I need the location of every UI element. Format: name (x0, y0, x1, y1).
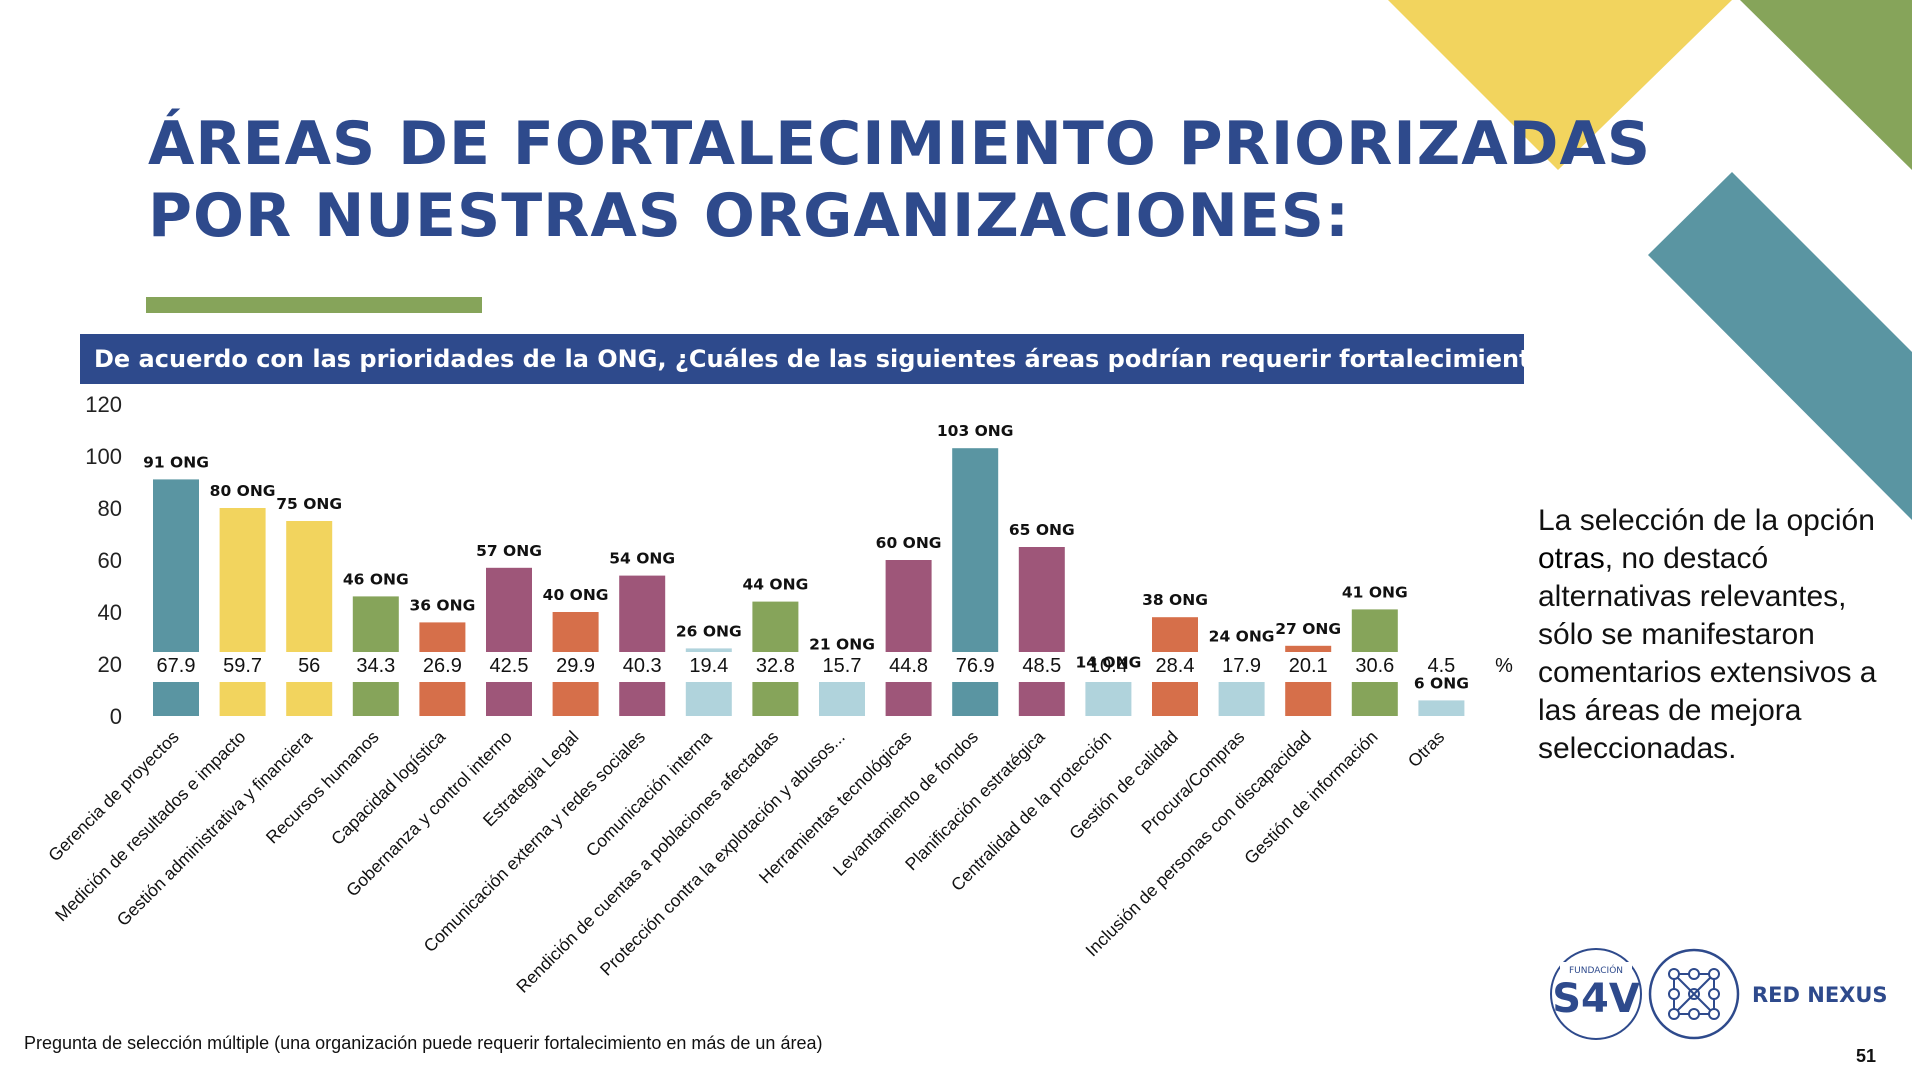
value-label: 103 ONG (937, 422, 1014, 440)
category-label: Recursos humanos (262, 727, 383, 848)
nexus-network-icon (1648, 948, 1740, 1040)
value-label: 54 ONG (609, 550, 675, 568)
s4v-logo-small-text: FUNDACIÓN (1569, 964, 1623, 976)
percent-label: 67.9 (157, 655, 196, 677)
percent-label: 10.4 (1089, 655, 1128, 677)
s4v-logo-text: S4V (1552, 976, 1640, 1022)
y-tick-label: 100 (85, 444, 122, 469)
percent-label: 17.9 (1222, 655, 1261, 677)
green-triangle-decoration (1740, 0, 1912, 170)
page-number: 51 (1856, 1046, 1877, 1066)
percent-label: 56 (298, 655, 320, 677)
y-tick-label: 60 (98, 548, 122, 573)
value-label: 80 ONG (210, 482, 276, 500)
bar-6 (486, 567, 532, 716)
percent-label: 4.5 (1427, 655, 1455, 677)
category-label: Protección contra la explotación y abuso… (596, 727, 849, 980)
value-label: 57 ONG (476, 542, 542, 560)
bars (147, 448, 1471, 716)
bar-12 (885, 560, 932, 716)
value-label: 40 ONG (543, 586, 609, 604)
y-tick-label: 40 (98, 600, 122, 625)
bar-3 (286, 521, 333, 716)
value-label: 65 ONG (1009, 521, 1075, 539)
page-title-line-2: POR NUESTRAS ORGANIZACIONES: (148, 181, 1351, 251)
s4v-logo: FUNDACIÓN S4V (1550, 948, 1642, 1040)
side-note-emphasis: otras (1538, 542, 1605, 575)
value-label: 26 ONG (676, 622, 742, 640)
value-label: 6 ONG (1414, 674, 1469, 692)
category-label: Gestión de información (1240, 727, 1381, 868)
value-label: 75 ONG (276, 495, 342, 513)
y-tick-label: 20 (98, 652, 122, 677)
teal-band-decoration (1648, 172, 1912, 520)
percent-label: 76.9 (956, 655, 995, 677)
page-title-line-1: ÁREAS DE FORTALECIMIENTO PRIORIZADAS (148, 109, 1652, 179)
percent-label: 34.3 (356, 655, 395, 677)
value-label: 38 ONG (1142, 591, 1208, 609)
title-underline (146, 297, 482, 313)
side-note-pre: La selección de la opción (1538, 504, 1875, 537)
category-label: Gerencia de proyectos (44, 727, 183, 866)
page-title: ÁREAS DE FORTALECIMIENTO PRIORIZADAS POR… (148, 108, 1652, 252)
value-label: 46 ONG (343, 570, 409, 588)
percent-label: 32.8 (756, 655, 795, 677)
category-label: Comunicación interna (582, 727, 716, 861)
percent-label: 48.5 (1022, 655, 1061, 677)
category-label: Otras (1404, 727, 1449, 772)
side-note-post: , no destacó alternativas relevantes, só… (1538, 542, 1877, 765)
value-label: 14 ONG (1075, 654, 1141, 672)
percent-label: 42.5 (490, 655, 529, 677)
value-label: 60 ONG (876, 534, 942, 552)
bar-20 (1418, 700, 1465, 716)
footnote: Pregunta de selección múltiple (una orga… (24, 1033, 823, 1053)
percent-label: 44.8 (889, 655, 928, 677)
y-axis: 0 20 40 60 80 100 120 (85, 392, 122, 729)
percent-label: 29.9 (556, 655, 595, 677)
bar-15 (1085, 679, 1132, 716)
bar-8 (619, 575, 666, 716)
category-label: Capacidad logística (327, 726, 449, 848)
percent-label: 59.7 (223, 655, 262, 677)
value-label: 41 ONG (1342, 583, 1408, 601)
question-header: De acuerdo con las prioridades de la ONG… (80, 334, 1561, 384)
side-note: La selección de la opción otras, no dest… (1538, 502, 1878, 768)
percent-band-background (147, 652, 1471, 682)
percent-band: 67.9 59.7 56 34.3 26.9 42.5 29.9 40.3 19.4 32.8 15… (157, 655, 1514, 677)
bar-2 (219, 508, 266, 716)
y-tick-label: 80 (98, 496, 122, 521)
percent-label: 15.7 (823, 655, 862, 677)
percent-label: 30.6 (1355, 655, 1394, 677)
value-label: 44 ONG (742, 576, 808, 594)
value-label: 27 ONG (1275, 620, 1341, 638)
percent-label: 28.4 (1156, 655, 1195, 677)
red-nexus-logo-text: RED NEXUS (1752, 983, 1888, 1007)
value-label: 91 ONG (143, 453, 209, 471)
percent-label: 40.3 (623, 655, 662, 677)
value-label: 24 ONG (1209, 628, 1275, 646)
percent-label: 20.1 (1289, 655, 1328, 677)
y-tick-label: 120 (85, 392, 122, 417)
y-tick-label: 0 (110, 704, 122, 729)
value-label: 36 ONG (409, 596, 475, 614)
value-label: 21 ONG (809, 635, 875, 653)
percent-symbol: % (1495, 655, 1513, 677)
bar-14 (1018, 547, 1065, 716)
percent-label: 26.9 (423, 655, 462, 677)
percent-label: 19.4 (689, 655, 728, 677)
